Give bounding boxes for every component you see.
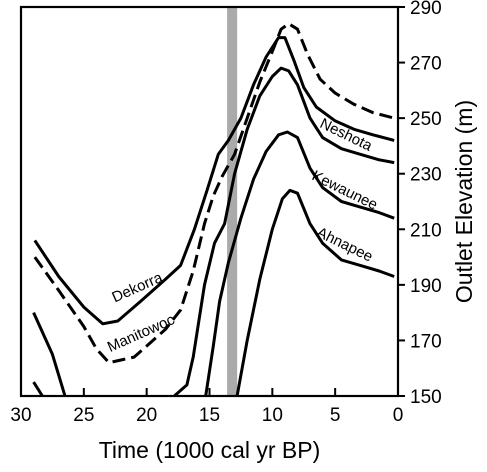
series-line-dekorra xyxy=(33,36,395,326)
series-line-neshota xyxy=(32,381,44,396)
y-axis: 150 170 190 210 230 250 270 290 xyxy=(398,0,442,408)
x-tick-label: 15 xyxy=(199,405,220,426)
y-tick-label: 250 xyxy=(410,109,442,130)
series-layer xyxy=(32,22,395,396)
series-line-unlabeled-3 xyxy=(32,311,67,396)
x-axis-title: Time (1000 cal yr BP) xyxy=(99,437,321,463)
curve-label-kewaunee: Kewaunee xyxy=(309,167,380,213)
y-tick-label: 230 xyxy=(410,165,442,186)
y-tick-label: 270 xyxy=(410,54,442,75)
series-line-ahnapee xyxy=(235,188,395,396)
x-tick-label: 0 xyxy=(393,405,404,426)
curve-label-manitowoc: Manitowoc xyxy=(105,311,178,356)
curve-label-dekorra: Dekorra xyxy=(109,269,165,306)
x-tick-label: 20 xyxy=(136,405,157,426)
y-tick-label: 150 xyxy=(410,387,442,408)
shaded-time-band xyxy=(227,7,238,396)
series-line-manitowoc xyxy=(33,22,395,365)
series-line-kewaunee xyxy=(204,130,395,396)
y-tick-label: 170 xyxy=(410,331,442,352)
y-axis-title: Outlet Elevation (m) xyxy=(451,100,477,303)
x-tick-label: 5 xyxy=(330,405,341,426)
series-line-unlabeled-4 xyxy=(173,66,395,396)
y-tick-label: 290 xyxy=(410,0,442,19)
x-tick-label: 10 xyxy=(262,405,283,426)
y-tick-label: 190 xyxy=(410,276,442,297)
x-tick-label: 25 xyxy=(73,405,94,426)
x-axis: 30 25 20 15 10 5 0 xyxy=(10,388,403,426)
x-tick-label: 30 xyxy=(10,405,31,426)
y-tick-label: 210 xyxy=(410,220,442,241)
shaded-band-layer xyxy=(227,7,238,396)
